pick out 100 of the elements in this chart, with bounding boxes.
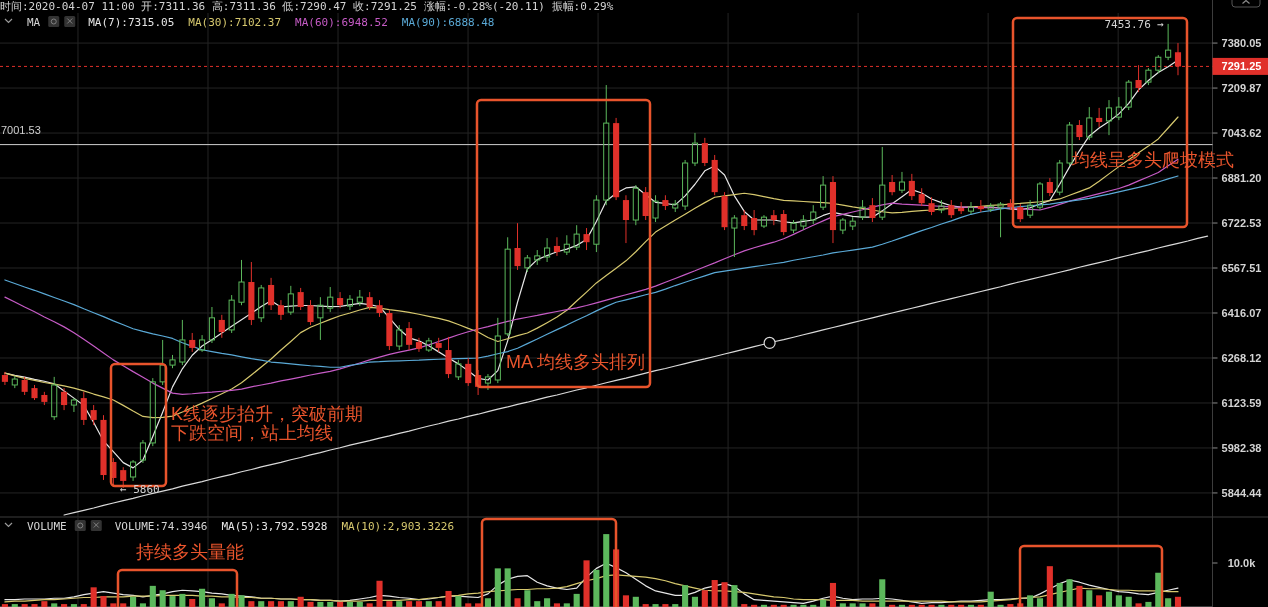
y-tick-label: 7043.62 — [1221, 127, 1262, 140]
bar — [425, 601, 432, 607]
bar — [120, 603, 127, 607]
bar — [159, 590, 166, 607]
bar — [1, 604, 8, 607]
bar — [386, 601, 393, 607]
bar — [721, 582, 728, 607]
y-tick-label: 5844.44 — [1221, 486, 1263, 499]
bar — [977, 604, 984, 607]
bar — [1125, 596, 1132, 607]
bar — [1086, 590, 1093, 607]
bar — [218, 603, 225, 607]
text: MA(7):7315.05 — [88, 16, 175, 29]
bar — [780, 604, 787, 607]
bar — [327, 601, 334, 607]
bar — [1007, 604, 1014, 607]
legend-title: MA — [27, 16, 41, 29]
bar — [415, 601, 423, 607]
annotation: MA 均线多头排列 — [506, 352, 646, 372]
bar — [1165, 598, 1172, 607]
bar — [859, 603, 866, 607]
y-tick-label: 6416.07 — [1221, 307, 1262, 319]
bar — [1027, 595, 1034, 607]
bar — [189, 598, 196, 607]
bar — [307, 601, 314, 607]
y-tick-label: 6268.12 — [1221, 351, 1262, 364]
text: MA(90):6888.48 — [401, 16, 495, 29]
bar — [494, 568, 501, 607]
bar — [277, 601, 284, 607]
bar — [199, 588, 206, 607]
bar — [248, 601, 255, 607]
text: MA(10):2,903.3226 — [341, 520, 455, 533]
bar — [100, 596, 107, 607]
text: MA(5):3,792.5928 — [221, 520, 328, 533]
bar — [642, 604, 649, 607]
bar — [169, 596, 176, 607]
bar — [1066, 579, 1073, 607]
bar — [130, 596, 137, 607]
y-tick-label: 6123.59 — [1221, 396, 1262, 409]
bar — [741, 604, 748, 607]
bar — [918, 604, 925, 607]
bar — [967, 604, 975, 607]
bar — [268, 601, 275, 607]
y-tick-label: 5982.38 — [1221, 441, 1262, 454]
y-tick-label: 6722.53 — [1221, 217, 1262, 230]
bar — [41, 601, 48, 607]
text: MA(60):6948.52 — [295, 16, 388, 29]
y-tick-label: 7209.87 — [1221, 82, 1262, 95]
bar — [563, 603, 570, 607]
bar — [849, 603, 856, 607]
bar — [948, 604, 955, 607]
bar — [622, 595, 630, 607]
bar — [475, 603, 482, 607]
bar — [987, 591, 994, 607]
bar — [435, 601, 442, 607]
bar — [603, 534, 610, 607]
text: MA(30):7102.37 — [188, 16, 282, 29]
bar — [800, 604, 807, 607]
bar — [238, 595, 245, 607]
bar — [406, 601, 413, 607]
bar — [760, 604, 768, 607]
bar — [672, 604, 679, 607]
bar — [70, 604, 77, 607]
bar — [297, 596, 304, 607]
bar — [573, 593, 580, 607]
y-tick-label: 6567.51 — [1221, 262, 1262, 275]
bar — [1046, 566, 1053, 607]
bar — [484, 598, 492, 607]
bar — [346, 601, 353, 607]
bar — [110, 603, 117, 607]
bar — [583, 560, 590, 607]
bar — [928, 604, 935, 607]
text: 10.0k — [1227, 557, 1257, 569]
bar — [701, 590, 708, 607]
bar — [908, 604, 915, 607]
chart-title: 时间:2020-04-07 11:00 开:7311.36 高:7311.36 低:7290.47 收:7291.25 涨幅:-0.28%(-20.11) 振幅:0.29% — [0, 0, 614, 13]
bar — [31, 604, 38, 607]
bar — [889, 604, 896, 607]
bar — [524, 590, 531, 607]
ref-line-label: 7001.53 — [1, 123, 41, 136]
bar — [662, 604, 669, 607]
bar — [455, 596, 462, 607]
bar — [829, 582, 837, 607]
bar — [898, 604, 906, 607]
bar — [652, 604, 659, 607]
annotation: 7453.76 → — [1104, 18, 1165, 31]
bar — [366, 603, 373, 607]
bar — [593, 569, 600, 607]
y-tick-label: 7380.05 — [1221, 37, 1262, 50]
bar — [1155, 572, 1162, 607]
bar — [770, 604, 777, 607]
y-tick-label: 6881.20 — [1221, 172, 1262, 185]
bar — [376, 580, 383, 607]
bar — [61, 604, 68, 607]
bar — [287, 601, 294, 607]
bar — [1115, 595, 1122, 607]
bar — [751, 604, 758, 607]
annotation: ← 5860 — [120, 483, 160, 496]
bar — [258, 601, 265, 607]
bar — [879, 579, 886, 607]
